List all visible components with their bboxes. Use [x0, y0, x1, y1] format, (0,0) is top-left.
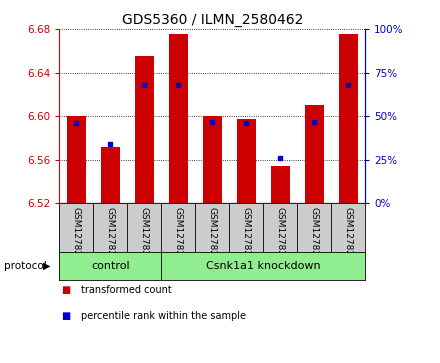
Title: GDS5360 / ILMN_2580462: GDS5360 / ILMN_2580462 — [121, 13, 303, 26]
Text: GSM1278264: GSM1278264 — [242, 207, 251, 268]
Text: control: control — [91, 261, 130, 271]
Text: protocol: protocol — [4, 261, 47, 271]
Bar — [203, 116, 222, 203]
Bar — [339, 34, 358, 203]
Text: GSM1278262: GSM1278262 — [174, 207, 183, 268]
Text: ▶: ▶ — [43, 261, 51, 271]
Bar — [237, 119, 256, 203]
Text: ■: ■ — [62, 285, 71, 295]
Text: percentile rank within the sample: percentile rank within the sample — [81, 311, 246, 321]
Bar — [305, 105, 323, 203]
Text: GSM1278263: GSM1278263 — [208, 207, 217, 268]
Bar — [101, 147, 120, 203]
Text: ■: ■ — [62, 311, 71, 321]
Text: Csnk1a1 knockdown: Csnk1a1 knockdown — [206, 261, 321, 271]
Text: GSM1278266: GSM1278266 — [310, 207, 319, 268]
Bar — [135, 56, 154, 203]
Text: GSM1278259: GSM1278259 — [72, 207, 81, 268]
Bar — [169, 34, 188, 203]
Text: transformed count: transformed count — [81, 285, 172, 295]
Text: GSM1278267: GSM1278267 — [344, 207, 353, 268]
Text: GSM1278265: GSM1278265 — [276, 207, 285, 268]
Text: GSM1278261: GSM1278261 — [140, 207, 149, 268]
Text: GSM1278260: GSM1278260 — [106, 207, 115, 268]
Bar — [67, 116, 86, 203]
Bar — [271, 166, 290, 203]
